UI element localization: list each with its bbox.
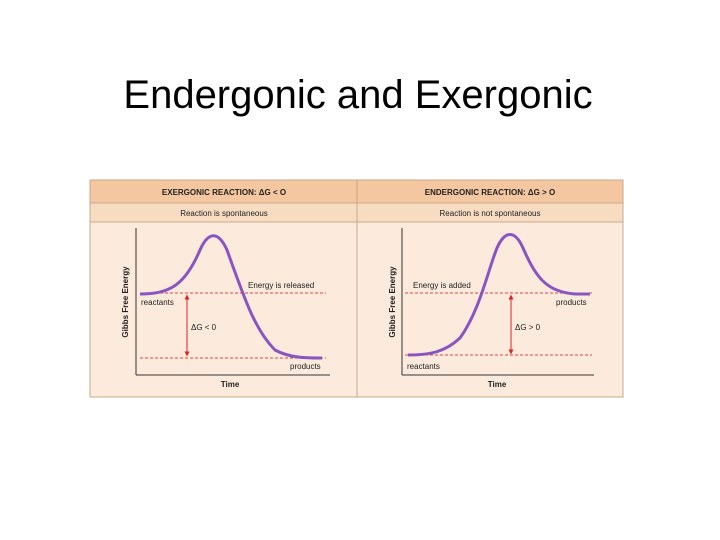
exergonic-panel: EXERGONIC REACTION: ΔG < O Reaction is s… — [121, 188, 330, 389]
energy-note: Energy is added — [413, 281, 471, 290]
panel-header: ENDERGONIC REACTION: ΔG > O — [425, 188, 555, 197]
delta-g-label: ΔG > 0 — [515, 323, 541, 332]
panel-header: EXERGONIC REACTION: ΔG < O — [162, 188, 286, 197]
energy-note: Energy is released — [248, 281, 314, 290]
reactants-label: reactants — [141, 298, 174, 307]
panel-subheader: Reaction is not spontaneous — [440, 209, 541, 218]
y-axis-label: Gibbs Free Energy — [121, 266, 130, 338]
slide-title: Endergonic and Exergonic — [123, 73, 592, 117]
energy-curve — [139, 234, 323, 360]
panel-subheader: Reaction is spontaneous — [180, 209, 268, 218]
products-label: products — [290, 362, 321, 371]
figure — [89, 179, 624, 398]
delta-g-label: ΔG < 0 — [191, 323, 217, 332]
x-axis-label: Time — [221, 380, 240, 389]
x-axis-label: Time — [488, 380, 507, 389]
y-axis-label: Gibbs Free Energy — [388, 266, 397, 338]
endergonic-panel: ENDERGONIC REACTION: ΔG > O Reaction is … — [388, 188, 594, 389]
products-label: products — [556, 298, 587, 307]
reactants-label: reactants — [407, 362, 440, 371]
energy-curve — [407, 233, 590, 357]
